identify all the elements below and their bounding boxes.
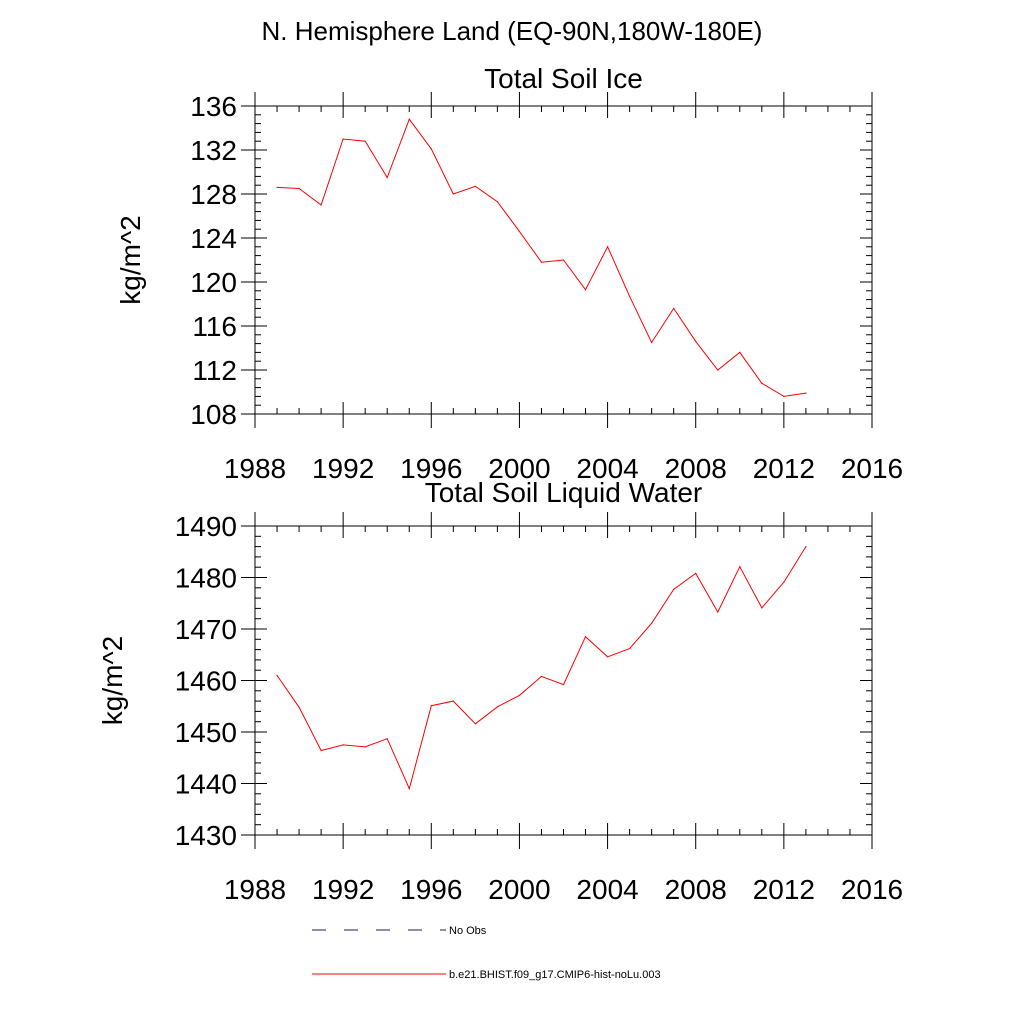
data-point (474, 185, 476, 187)
data-point (805, 392, 807, 394)
x-tick-label: 1992 (312, 453, 374, 484)
data-point (496, 706, 498, 708)
figure-title: N. Hemisphere Land (EQ-90N,180W-180E) (261, 16, 763, 46)
data-point (783, 581, 785, 583)
data-point (562, 259, 565, 261)
x-tick-label: 2016 (841, 453, 903, 484)
data-point (430, 148, 432, 150)
data-point (629, 295, 631, 297)
data-point (673, 588, 675, 590)
data-point (695, 340, 697, 342)
y-axis-label: kg/m^2 (97, 636, 128, 725)
legend-label-model: b.e21.BHIST.f09_g17.CMIP6-hist-noLu.003 (449, 969, 661, 981)
legend-label-no-obs: No Obs (449, 925, 487, 937)
data-point (562, 684, 565, 686)
y-tick-label: 124 (190, 223, 237, 254)
y-tick-label: 136 (190, 91, 237, 122)
legend: No Obs b.e21.BHIST.f09_g17.CMIP6-hist-no… (312, 925, 661, 981)
data-point (761, 607, 763, 609)
y-tick-label: 1460 (175, 666, 237, 697)
data-point (342, 138, 344, 140)
y-tick-label: 112 (192, 355, 237, 386)
data-point (276, 674, 278, 676)
y-tick-label: 1430 (175, 820, 237, 851)
data-point (518, 230, 521, 232)
y-tick-label: 120 (190, 267, 237, 298)
data-point (584, 636, 587, 638)
data-point (717, 369, 719, 371)
x-tick-label: 2000 (488, 874, 550, 905)
y-tick-label: 1440 (175, 769, 237, 800)
data-point (518, 694, 521, 697)
data-point (717, 611, 719, 613)
data-point (739, 566, 741, 568)
data-point (276, 186, 278, 188)
x-tick-label: 2000 (488, 453, 550, 484)
x-tick-label: 1996 (400, 453, 462, 484)
x-tick-label: 2004 (576, 453, 638, 484)
series-line-model (276, 546, 807, 791)
y-tick-label: 108 (190, 399, 237, 430)
data-point (496, 201, 498, 203)
data-point (364, 746, 366, 748)
data-point (540, 261, 543, 263)
data-point (452, 700, 454, 702)
data-point (761, 382, 763, 384)
data-point (739, 351, 741, 353)
y-tick-label: 1450 (175, 717, 237, 748)
x-tick-label: 1996 (400, 874, 462, 905)
data-point (695, 572, 697, 574)
y-tick-label: 128 (190, 179, 237, 210)
panel-title: Total Soil Liquid Water (425, 477, 703, 508)
data-point (673, 307, 675, 309)
data-point (342, 744, 344, 746)
panel-title: Total Soil Ice (484, 63, 643, 94)
data-point (629, 647, 631, 650)
data-point (606, 246, 609, 248)
plot-frame (254, 525, 873, 836)
data-point (408, 118, 410, 120)
y-tick-label: 1490 (175, 511, 237, 542)
x-tick-label: 2012 (753, 453, 815, 484)
series-line-model (276, 118, 806, 397)
data-point (408, 788, 410, 790)
data-point (651, 341, 653, 344)
data-point (320, 749, 322, 752)
data-point (584, 289, 587, 291)
data-point (805, 546, 807, 548)
x-tick-label: 1992 (312, 874, 374, 905)
y-tick-label: 132 (190, 135, 237, 166)
y-axis-label: kg/m^2 (115, 215, 146, 304)
data-point (364, 140, 366, 142)
data-point (606, 656, 609, 658)
x-tick-label: 2004 (576, 874, 638, 905)
data-point (298, 187, 300, 190)
x-tick-label: 2012 (753, 874, 815, 905)
data-point (540, 675, 543, 677)
panel-total-soil-liquid-water: 1988 1992 1996 2000 2004 2008 2012 2016 1430 1440… (97, 477, 903, 905)
data-point (298, 706, 300, 708)
data-point (474, 723, 476, 725)
data-point (320, 204, 322, 206)
x-tick-label: 2008 (665, 874, 727, 905)
data-point (386, 738, 388, 740)
data-point (651, 622, 653, 624)
x-tick-label: 2016 (841, 874, 903, 905)
y-tick-label: 116 (192, 311, 237, 342)
x-tick-label: 1988 (224, 453, 286, 484)
data-point (430, 705, 432, 707)
data-point (452, 193, 454, 195)
panel-total-soil-ice: 1988 1992 1996 2000 2004 2008 2012 2016 108 112 11… (115, 63, 903, 484)
y-tick-label: 1470 (175, 614, 237, 645)
x-tick-label: 2008 (665, 453, 727, 484)
x-tick-label: 1988 (224, 874, 286, 905)
data-point (783, 395, 785, 397)
y-tick-label: 1480 (175, 563, 237, 594)
data-point (386, 176, 388, 179)
